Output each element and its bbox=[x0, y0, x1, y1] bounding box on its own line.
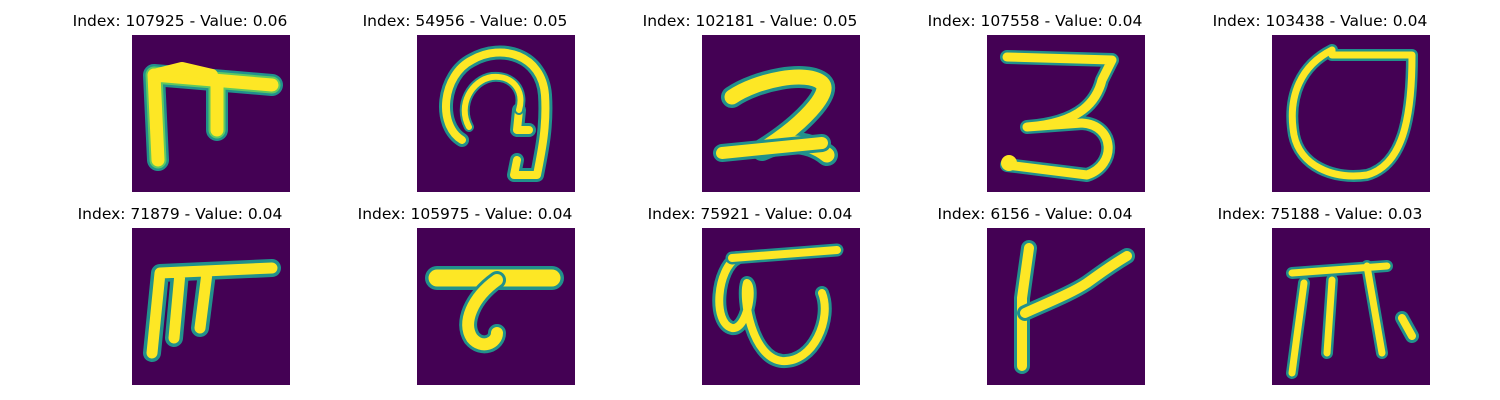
glyph-pi-double-icon bbox=[1272, 228, 1430, 385]
glyph-k-stroke-icon bbox=[987, 228, 1145, 385]
grid-cell: Index: 107925 - Value: 0.06 bbox=[30, 0, 330, 192]
glyph-pi-icon bbox=[132, 228, 290, 385]
glyph-shield-loop-icon bbox=[1272, 35, 1430, 192]
grid-cell: Index: 75921 - Value: 0.04 bbox=[600, 193, 900, 385]
glyph-t-hook-icon bbox=[417, 228, 575, 385]
cell-title: Index: 103438 - Value: 0.04 bbox=[1212, 12, 1428, 30]
cell-title: Index: 6156 - Value: 0.04 bbox=[937, 205, 1133, 223]
cell-title: Index: 105975 - Value: 0.04 bbox=[357, 205, 573, 223]
grid-cell: Index: 54956 - Value: 0.05 bbox=[315, 0, 615, 192]
cell-title: Index: 102181 - Value: 0.05 bbox=[642, 12, 858, 30]
cell-title: Index: 75921 - Value: 0.04 bbox=[647, 205, 853, 223]
glyph-omega-icon bbox=[702, 228, 860, 385]
glyph-hook-loop-icon bbox=[417, 35, 575, 192]
grid-cell: Index: 107558 - Value: 0.04 bbox=[885, 0, 1185, 192]
cell-title: Index: 107558 - Value: 0.04 bbox=[927, 12, 1143, 30]
glyph-pi-hook-icon bbox=[132, 35, 290, 192]
grid-cell: Index: 75188 - Value: 0.03 bbox=[1170, 193, 1470, 385]
glyph-two-icon bbox=[702, 35, 860, 192]
cell-title: Index: 54956 - Value: 0.05 bbox=[362, 12, 568, 30]
grid-cell: Index: 103438 - Value: 0.04 bbox=[1170, 0, 1470, 192]
grid-cell: Index: 6156 - Value: 0.04 bbox=[885, 193, 1185, 385]
glyph-three-icon bbox=[987, 35, 1145, 192]
cell-title: Index: 71879 - Value: 0.04 bbox=[77, 205, 283, 223]
cell-title: Index: 75188 - Value: 0.03 bbox=[1217, 205, 1423, 223]
cell-title: Index: 107925 - Value: 0.06 bbox=[72, 12, 288, 30]
grid-cell: Index: 105975 - Value: 0.04 bbox=[315, 193, 615, 385]
grid-cell: Index: 71879 - Value: 0.04 bbox=[30, 193, 330, 385]
grid-cell: Index: 102181 - Value: 0.05 bbox=[600, 0, 900, 192]
